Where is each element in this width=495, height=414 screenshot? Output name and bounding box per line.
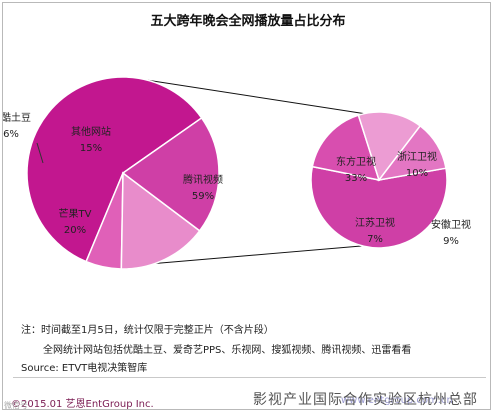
slice-value-2-1: 33% (345, 173, 367, 184)
copyright-text: ©2015.01 艺恩EntGroup Inc. (11, 399, 154, 410)
note-line-1: 注：时间截至1月5日，统计仅限于完整正片（不含片段） (21, 325, 274, 336)
pie-slice-1-4 (121, 116, 220, 232)
slice-value-1-4: 20% (64, 225, 86, 236)
watermark-text: 影视产业国际合作实验区杭州总部 (253, 392, 478, 408)
pie-main: 腾讯视频 59% 优酷土豆 6% 其他网站 15% 芒果TV 20% (3, 76, 223, 270)
slice-value-2-4: 7% (367, 234, 383, 245)
chart-title: 五大跨年晚会全网播放量占比分布 (150, 13, 345, 29)
wechat-badge: 微信号 (4, 401, 28, 410)
slice-label-2-3: 安徽卫视 (431, 218, 471, 231)
slice-value-2-2: 10% (406, 168, 428, 179)
slice-value-1-3: 15% (80, 143, 102, 154)
slice-label-2-4: 江苏卫视 (355, 216, 395, 229)
pie-slice-2-2 (311, 114, 381, 181)
slice-value-2-3: 9% (443, 236, 459, 247)
slice-label-1-1: 腾讯视频 (183, 173, 223, 186)
pie-slice-1-1 (26, 76, 203, 263)
pie-slice-2-1 (310, 165, 448, 249)
chart-svg: 五大跨年晚会全网播放量占比分布 腾讯视频 59% 优酷土豆 6% 其他网站 15% 芒果TV… (3, 13, 471, 270)
connector-line-top (126, 76, 374, 116)
leader-line (36, 142, 44, 164)
pie-slice-2-3 (357, 111, 422, 182)
footer-divider (13, 377, 486, 378)
pie-slice-1-3 (120, 171, 201, 270)
slice-label-2-1: 东方卫视 (336, 155, 376, 168)
slice-label-2-2: 浙江卫视 (397, 150, 437, 163)
slice-value-1-2: 6% (3, 129, 19, 140)
slice-value-1-1: 59% (192, 191, 214, 202)
pie-slice-2-4 (377, 124, 447, 182)
watermark-url: www.entgroup.com.cn (341, 395, 453, 406)
slice-label-1-3: 其他网站 (71, 125, 111, 138)
slice-label-1-4: 芒果TV (59, 207, 92, 220)
slice-label-1-2: 优酷土豆 (3, 111, 31, 124)
note-line-2: 全网统计网站包括优酷土豆、爱奇艺PPS、乐视网、搜狐视频、腾讯视频、迅雷看看 (43, 345, 412, 356)
chart-frame: 五大跨年晚会全网播放量占比分布 腾讯视频 59% 优酷土豆 6% 其他网站 15% 芒果TV… (2, 2, 491, 410)
source-line: Source: ETVT电视决策智库 (21, 363, 148, 374)
pie-breakdown: 东方卫视 33% 浙江卫视 10% 安徽卫视 9% 江苏卫视 7% (310, 111, 471, 249)
